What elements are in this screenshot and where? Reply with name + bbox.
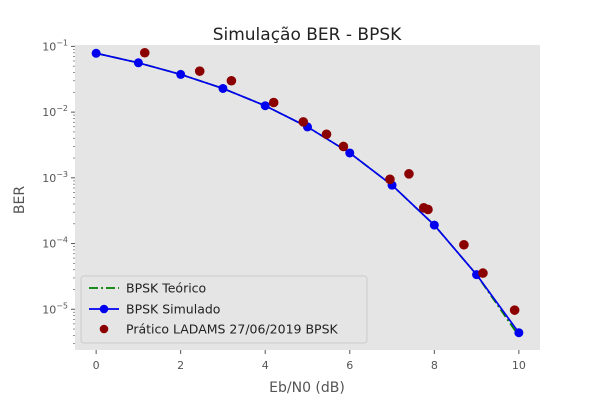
point-practical	[478, 268, 488, 278]
point-practical	[268, 97, 279, 108]
point-practical	[385, 174, 395, 185]
point-simulated	[260, 101, 270, 111]
point-simulated	[91, 48, 101, 58]
x-axis-label: Eb/N0 (dB)	[269, 380, 345, 396]
point-simulated	[514, 328, 524, 338]
point-simulated	[133, 58, 143, 68]
point-practical	[194, 66, 205, 76]
x-tick-label: 10	[512, 359, 526, 372]
point-simulated	[176, 69, 186, 79]
y-axis-ticks: 10−5 10−4 10−3 10−2 10−1	[42, 38, 75, 316]
legend: BPSK Teórico BPSK Simulado Prático LADAM…	[80, 275, 368, 344]
legend-box	[80, 275, 368, 344]
x-tick-label: 2	[177, 359, 184, 372]
legend-marker-practical	[99, 324, 109, 334]
y-tick-label: 10−1	[42, 38, 68, 53]
point-practical	[298, 117, 309, 127]
point-practical	[509, 305, 520, 315]
x-tick-label: 8	[431, 359, 438, 372]
point-practical	[321, 129, 332, 140]
point-practical	[226, 75, 237, 86]
legend-marker-simulated	[99, 304, 109, 314]
point-practical	[404, 169, 414, 179]
x-axis-ticks: 0 2 4 6 8 10	[93, 350, 526, 372]
point-practical	[338, 141, 349, 152]
y-tick-label: 10−4	[42, 236, 68, 251]
legend-label-theoretical: BPSK Teórico	[126, 281, 206, 296]
point-practical	[423, 204, 433, 215]
point-simulated	[429, 220, 439, 230]
point-practical	[459, 239, 469, 250]
series-layer	[91, 47, 524, 338]
x-tick-label: 0	[93, 359, 100, 372]
y-axis-label: BER	[12, 186, 28, 214]
legend-label-simulated: BPSK Simulado	[126, 302, 220, 317]
legend-label-practical: Prático LADAMS 27/06/2019 BPSK	[126, 322, 339, 337]
y-minor-ticks	[73, 48, 75, 345]
y-tick-label: 10−2	[42, 104, 68, 119]
point-simulated	[345, 148, 355, 158]
x-tick-label: 6	[346, 359, 353, 372]
point-simulated	[218, 83, 228, 93]
x-tick-label: 4	[262, 359, 269, 372]
chart-title: Simulação BER - BPSK	[213, 25, 402, 45]
y-tick-label: 10−5	[42, 301, 68, 316]
point-practical	[139, 47, 150, 58]
y-tick-label: 10−3	[42, 170, 68, 185]
